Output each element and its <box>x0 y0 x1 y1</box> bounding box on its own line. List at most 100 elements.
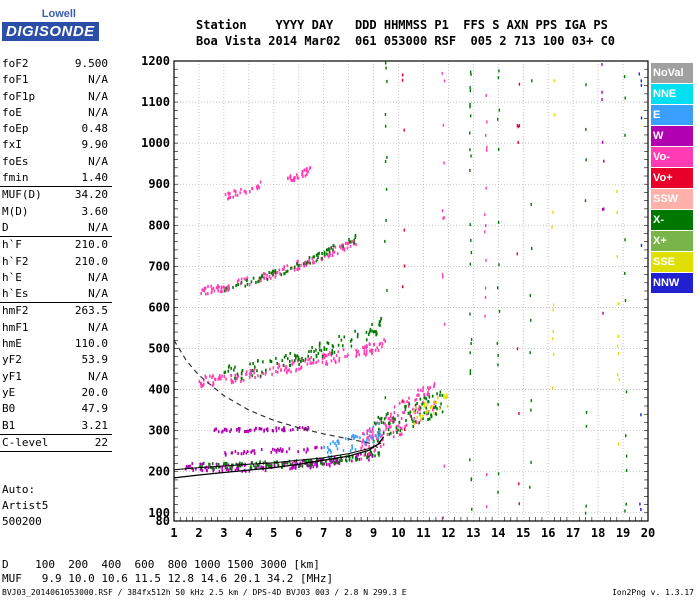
trace-point <box>390 412 392 416</box>
trace-point <box>305 173 308 177</box>
param-key: fxI <box>2 138 22 152</box>
trace-point <box>328 253 331 257</box>
trace-point <box>379 341 382 345</box>
x-tick-label: 19 <box>616 526 630 540</box>
trace-point <box>321 461 323 465</box>
trace-point <box>317 351 320 355</box>
trace-point <box>315 355 318 359</box>
trace-point <box>329 458 331 462</box>
trace-point <box>315 360 317 364</box>
trace-point <box>380 434 382 438</box>
noise-point <box>584 199 587 203</box>
x-tick-label: 13 <box>466 526 480 540</box>
y-tick-label: 1100 <box>141 95 170 109</box>
trace-point <box>281 465 283 469</box>
trace-point <box>371 433 374 437</box>
trace-point <box>260 465 262 469</box>
trace-point <box>427 417 429 421</box>
noise-point <box>517 125 519 129</box>
trace-point <box>414 420 416 424</box>
note-line3: 500200 <box>2 515 42 528</box>
noise-point <box>616 190 618 194</box>
trace-point <box>322 457 325 461</box>
trace-point <box>305 169 308 173</box>
trace-point <box>195 467 197 471</box>
noise-point <box>552 337 554 341</box>
noise-point <box>485 133 487 137</box>
trace-point <box>253 449 255 453</box>
noise-point <box>623 75 626 79</box>
noise-point <box>385 219 387 222</box>
trace-point <box>366 438 368 442</box>
trace-point <box>224 453 227 457</box>
trace-point <box>377 434 380 438</box>
trace-point <box>428 392 430 396</box>
trace-point <box>380 317 382 321</box>
trace-point <box>345 459 348 463</box>
legend-entry: SSW <box>651 189 693 209</box>
trace-point <box>376 421 379 425</box>
noise-point <box>639 502 641 506</box>
trace-point <box>252 369 255 373</box>
trace-point <box>299 464 302 468</box>
trace-point <box>223 371 226 375</box>
trace-point <box>240 380 242 384</box>
trace-point <box>239 282 242 286</box>
trace-point <box>322 355 324 359</box>
trace-point <box>425 397 428 401</box>
trace-point <box>300 360 302 364</box>
trace-point <box>274 275 277 279</box>
trace-point <box>369 449 372 453</box>
noise-point <box>384 124 387 128</box>
legend-entry: NNW <box>651 273 693 293</box>
trace-point <box>236 376 238 380</box>
trace-point <box>259 180 262 184</box>
trace-point <box>265 276 268 280</box>
trace-point <box>269 465 271 469</box>
legend-entry: W <box>651 126 693 146</box>
trace-point <box>422 386 424 390</box>
param-row: fxI 9.90 <box>0 137 112 153</box>
trace-point <box>392 420 395 424</box>
trace-point <box>379 323 381 327</box>
trace-point <box>245 373 247 377</box>
trace-point <box>441 410 444 414</box>
trace-point <box>323 445 325 449</box>
trace-point <box>268 271 271 275</box>
noise-point <box>485 258 487 262</box>
trace-point <box>211 375 213 379</box>
trace-point <box>360 452 362 456</box>
trace-point <box>349 449 352 453</box>
trace-point <box>423 396 426 400</box>
trace-point <box>334 461 337 465</box>
x-tick-label: 8 <box>345 526 352 540</box>
trace-point <box>296 359 299 363</box>
trace-point <box>326 451 329 455</box>
trace-point <box>199 464 201 468</box>
trace-point <box>416 410 419 414</box>
trace-point <box>316 258 319 262</box>
noise-point <box>497 353 499 357</box>
trace-point <box>296 354 299 358</box>
trace-point <box>354 233 357 237</box>
noise-point <box>625 468 628 472</box>
trace-point <box>212 467 215 471</box>
noise-point <box>531 79 533 83</box>
noise-point <box>616 255 618 259</box>
noise-point <box>530 460 532 464</box>
trace-point <box>303 448 305 452</box>
trace-point <box>385 415 387 419</box>
trace-point <box>405 404 407 408</box>
trace-point <box>358 457 361 461</box>
noise-point <box>497 472 500 476</box>
trace-point <box>314 462 316 466</box>
trace-point <box>324 353 327 357</box>
trace-point <box>354 235 357 239</box>
trace-point <box>185 464 188 468</box>
trace-point <box>388 422 391 426</box>
trace-point <box>387 428 390 432</box>
y-tick-label: 900 <box>148 177 170 191</box>
trace-point <box>321 457 324 461</box>
trace-point <box>372 425 375 429</box>
param-key: B0 <box>2 402 16 416</box>
